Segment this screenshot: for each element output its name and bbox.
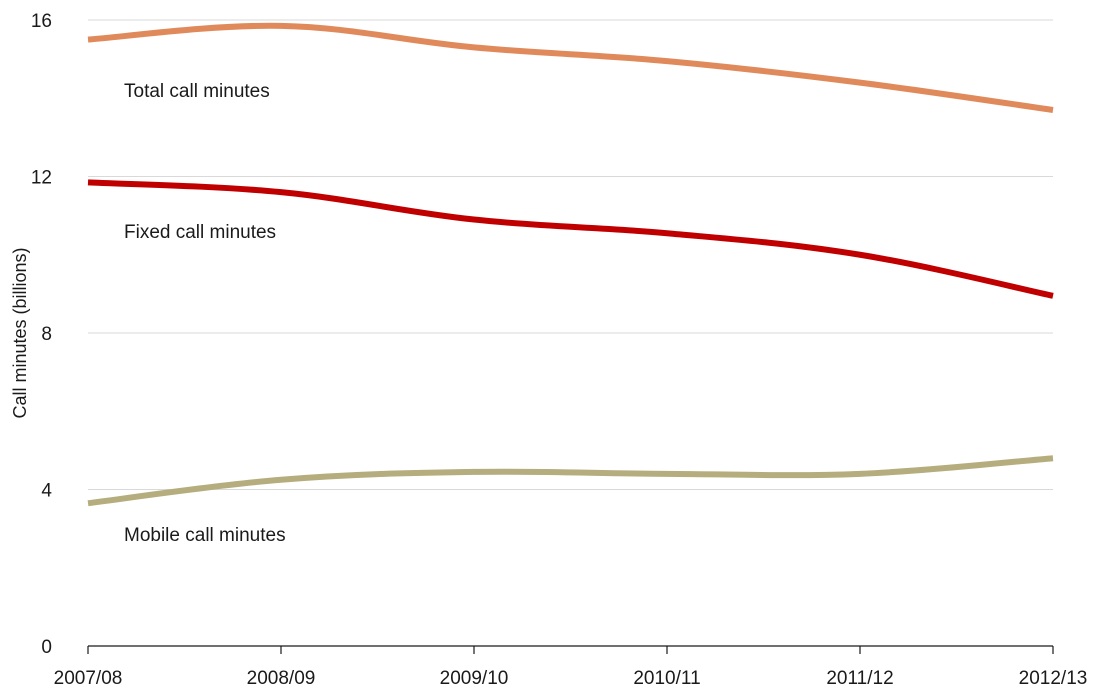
y-tick-label: 8 (41, 324, 52, 345)
x-tick-label: 2008/09 (247, 668, 316, 689)
series-labels: Total call minutes Fixed call minutes Mobi… (124, 81, 286, 546)
y-tick-label: 16 (31, 11, 52, 32)
axes: 0 4 8 12 16 2007/08 2008/09 2009/10 2010/11 2011/… (31, 11, 1087, 689)
series-lines (87, 22, 1054, 507)
x-tick-label: 2010/11 (633, 668, 700, 689)
x-tick-label: 2011/12 (826, 668, 893, 689)
y-tick-label: 0 (41, 637, 52, 658)
y-tick-label: 12 (31, 168, 52, 189)
series-line-1 (87, 179, 1054, 299)
y-tick-label: 4 (41, 481, 52, 502)
x-tick-label: 2007/08 (54, 668, 123, 689)
series-label-1: Fixed call minutes (124, 222, 276, 243)
series-label-2: Mobile call minutes (124, 525, 286, 546)
series-line-0 (87, 22, 1054, 113)
series-line-2 (87, 455, 1054, 507)
gridlines (88, 19, 1053, 490)
y-axis-title: Call minutes (billions) (10, 247, 30, 418)
x-tick-label: 2009/10 (440, 668, 509, 689)
x-tick-label: 2012/13 (1019, 668, 1088, 689)
series-label-0: Total call minutes (124, 81, 270, 102)
